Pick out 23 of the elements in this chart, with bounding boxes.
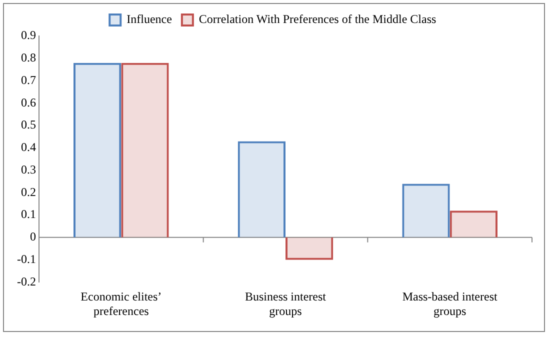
bar	[74, 62, 122, 238]
y-tick-label: 0.6	[20, 95, 36, 110]
x-tick-label: Economic elites’ preferences	[80, 290, 162, 318]
y-tick-label: 0.8	[20, 50, 36, 65]
x-tick-label: Mass-based interest groups	[402, 290, 498, 318]
y-tick-label: 0	[30, 230, 36, 244]
bar	[402, 184, 450, 238]
y-tick-label: 0.5	[20, 118, 36, 132]
bar	[238, 141, 286, 238]
bar	[450, 210, 498, 238]
y-tick-label: 0.9	[20, 28, 36, 42]
y-tick-label: -0.2	[16, 274, 36, 288]
x-tick-label: Business interest groups	[245, 290, 327, 318]
legend-label: Correlation With Preferences of the Middle Class	[198, 12, 436, 26]
y-tick-label: 0.4	[20, 140, 36, 154]
bar	[286, 237, 334, 260]
y-tick-label: 0.2	[20, 184, 36, 199]
legend-label: Influence	[126, 12, 172, 26]
y-tick-label: 0.1	[20, 207, 36, 222]
y-tick-label: 0.7	[20, 72, 36, 87]
y-tick-label: 0.3	[20, 162, 36, 176]
y-tick-label: -0.1	[16, 252, 36, 266]
bar	[121, 62, 169, 238]
